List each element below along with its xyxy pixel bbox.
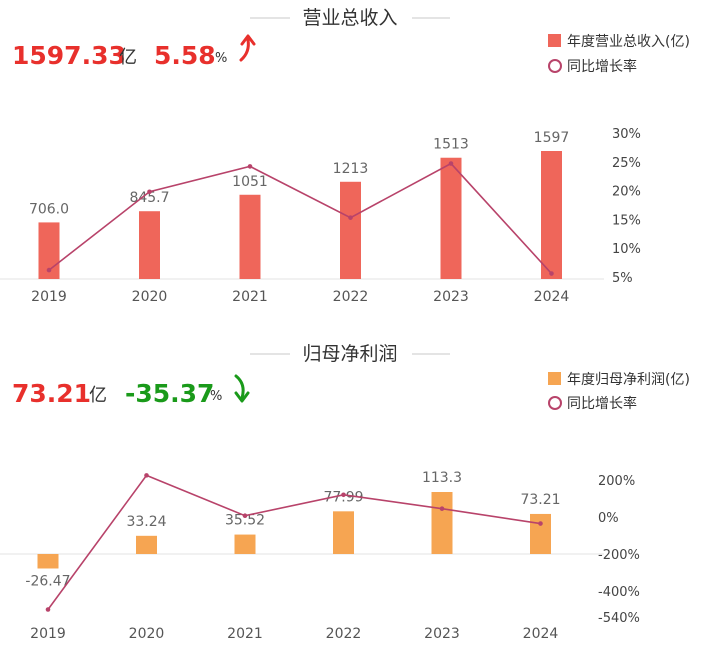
bar-data-label: 73.21 [520, 492, 560, 508]
headline-change-unit-profit: % [210, 389, 222, 404]
growth-rate-point [348, 215, 353, 220]
bar-data-label: 706.0 [29, 201, 69, 217]
chart-title-profit: 归母净利润 [302, 343, 397, 365]
bar [440, 157, 462, 279]
headline-value-revenue: 1597.33 [12, 41, 126, 70]
bar-data-label: 77.99 [323, 489, 363, 505]
bar-data-label: 35.52 [225, 513, 265, 529]
growth-rate-point [147, 189, 152, 195]
growth-rate-point [439, 506, 445, 511]
growth-rate-point [242, 513, 248, 519]
x-tick-label: 2023 [433, 289, 469, 305]
headline-change-profit: -35.37 [125, 379, 214, 408]
growth-rate-point [549, 271, 554, 276]
bar [530, 513, 551, 554]
y2-tick-label: 15% [612, 213, 641, 228]
growth-rate-point [45, 607, 51, 612]
legend-swatch-bar [548, 372, 561, 385]
bar [431, 492, 453, 554]
y2-tick-label: 25% [612, 156, 641, 171]
legend-revenue: 年度营业总收入(亿) 同比增长率 [548, 34, 690, 75]
headline-value-profit: 73.21 [12, 379, 91, 408]
headline-change-unit-revenue: % [215, 51, 227, 66]
x-tick-label: 2020 [132, 289, 168, 305]
plot-profit: 200% 0% -200% -400% -540% -26.47 2019 33.24 2020… [0, 470, 640, 642]
bar-data-label: -26.47 [25, 573, 70, 589]
bar-data-label: 1051 [232, 174, 268, 190]
x-tick-label: 2022 [326, 626, 362, 642]
growth-rate-line [48, 162, 553, 275]
y2-tick-label: 200% [598, 474, 635, 489]
chart-title-revenue: 营业总收入 [302, 7, 397, 29]
bar-data-label: 33.24 [126, 514, 166, 530]
y2-tick-label: -400% [598, 585, 640, 600]
x-tick-label: 2021 [232, 289, 268, 305]
growth-rate-point [538, 521, 543, 526]
x-tick-label: 2019 [30, 626, 66, 642]
bar-data-label: 1213 [333, 161, 369, 177]
legend-swatch-bar [548, 34, 561, 47]
headline-change-revenue: 5.58 [154, 41, 216, 70]
growth-rate-line [47, 474, 541, 610]
arrow-down-icon [234, 374, 250, 403]
x-tick-label: 2024 [523, 626, 559, 642]
y2-tick-label: 0% [598, 511, 619, 526]
bar [239, 194, 261, 279]
y2-tick-label: 30% [612, 127, 641, 142]
legend-label-line: 同比增长率 [567, 395, 637, 412]
bar [37, 554, 59, 569]
growth-rate-point [341, 492, 346, 498]
bar [340, 181, 361, 279]
bar [139, 211, 160, 279]
y2-tick-label: 20% [612, 185, 641, 200]
bar-data-label: 1513 [433, 137, 469, 153]
bar [541, 151, 562, 279]
legend-swatch-line [548, 396, 562, 410]
headline-unit-revenue: 亿 [119, 47, 137, 68]
bar [333, 511, 354, 554]
x-tick-label: 2020 [129, 626, 165, 642]
legend-label-bar: 年度营业总收入(亿) [567, 34, 690, 50]
x-tick-label: 2022 [333, 289, 369, 305]
legend-profit: 年度归母净利润(亿) 同比增长率 [548, 371, 690, 412]
legend-label-bar: 年度归母净利润(亿) [567, 371, 690, 388]
y2-tick-label: 10% [612, 242, 641, 257]
x-tick-label: 2023 [424, 626, 460, 642]
bar [38, 222, 60, 279]
bar [234, 534, 256, 554]
y2-tick-label: -200% [598, 548, 640, 563]
x-tick-label: 2024 [534, 289, 570, 305]
headline-unit-profit: 亿 [89, 385, 107, 406]
plot-revenue: 30% 25% 20% 15% 10% 5% 706.0 2019 845.7 2020 1051 2… [0, 127, 641, 305]
x-tick-label: 2019 [31, 289, 67, 305]
growth-rate-point [144, 473, 149, 478]
bar-data-label: 845.7 [129, 190, 169, 206]
growth-rate-point [247, 164, 253, 169]
legend-label-line: 同比增长率 [567, 58, 637, 75]
legend-swatch-line [548, 59, 562, 73]
growth-rate-point [46, 267, 52, 273]
bar-data-label: 1597 [534, 130, 570, 146]
y2-tick-label: -540% [598, 611, 640, 626]
bar [136, 535, 157, 554]
x-tick-label: 2021 [227, 626, 263, 642]
bar-data-label: 113.3 [422, 470, 462, 486]
arrow-up-icon [239, 34, 256, 62]
growth-rate-point [448, 161, 454, 166]
y2-tick-label: 5% [612, 271, 633, 286]
